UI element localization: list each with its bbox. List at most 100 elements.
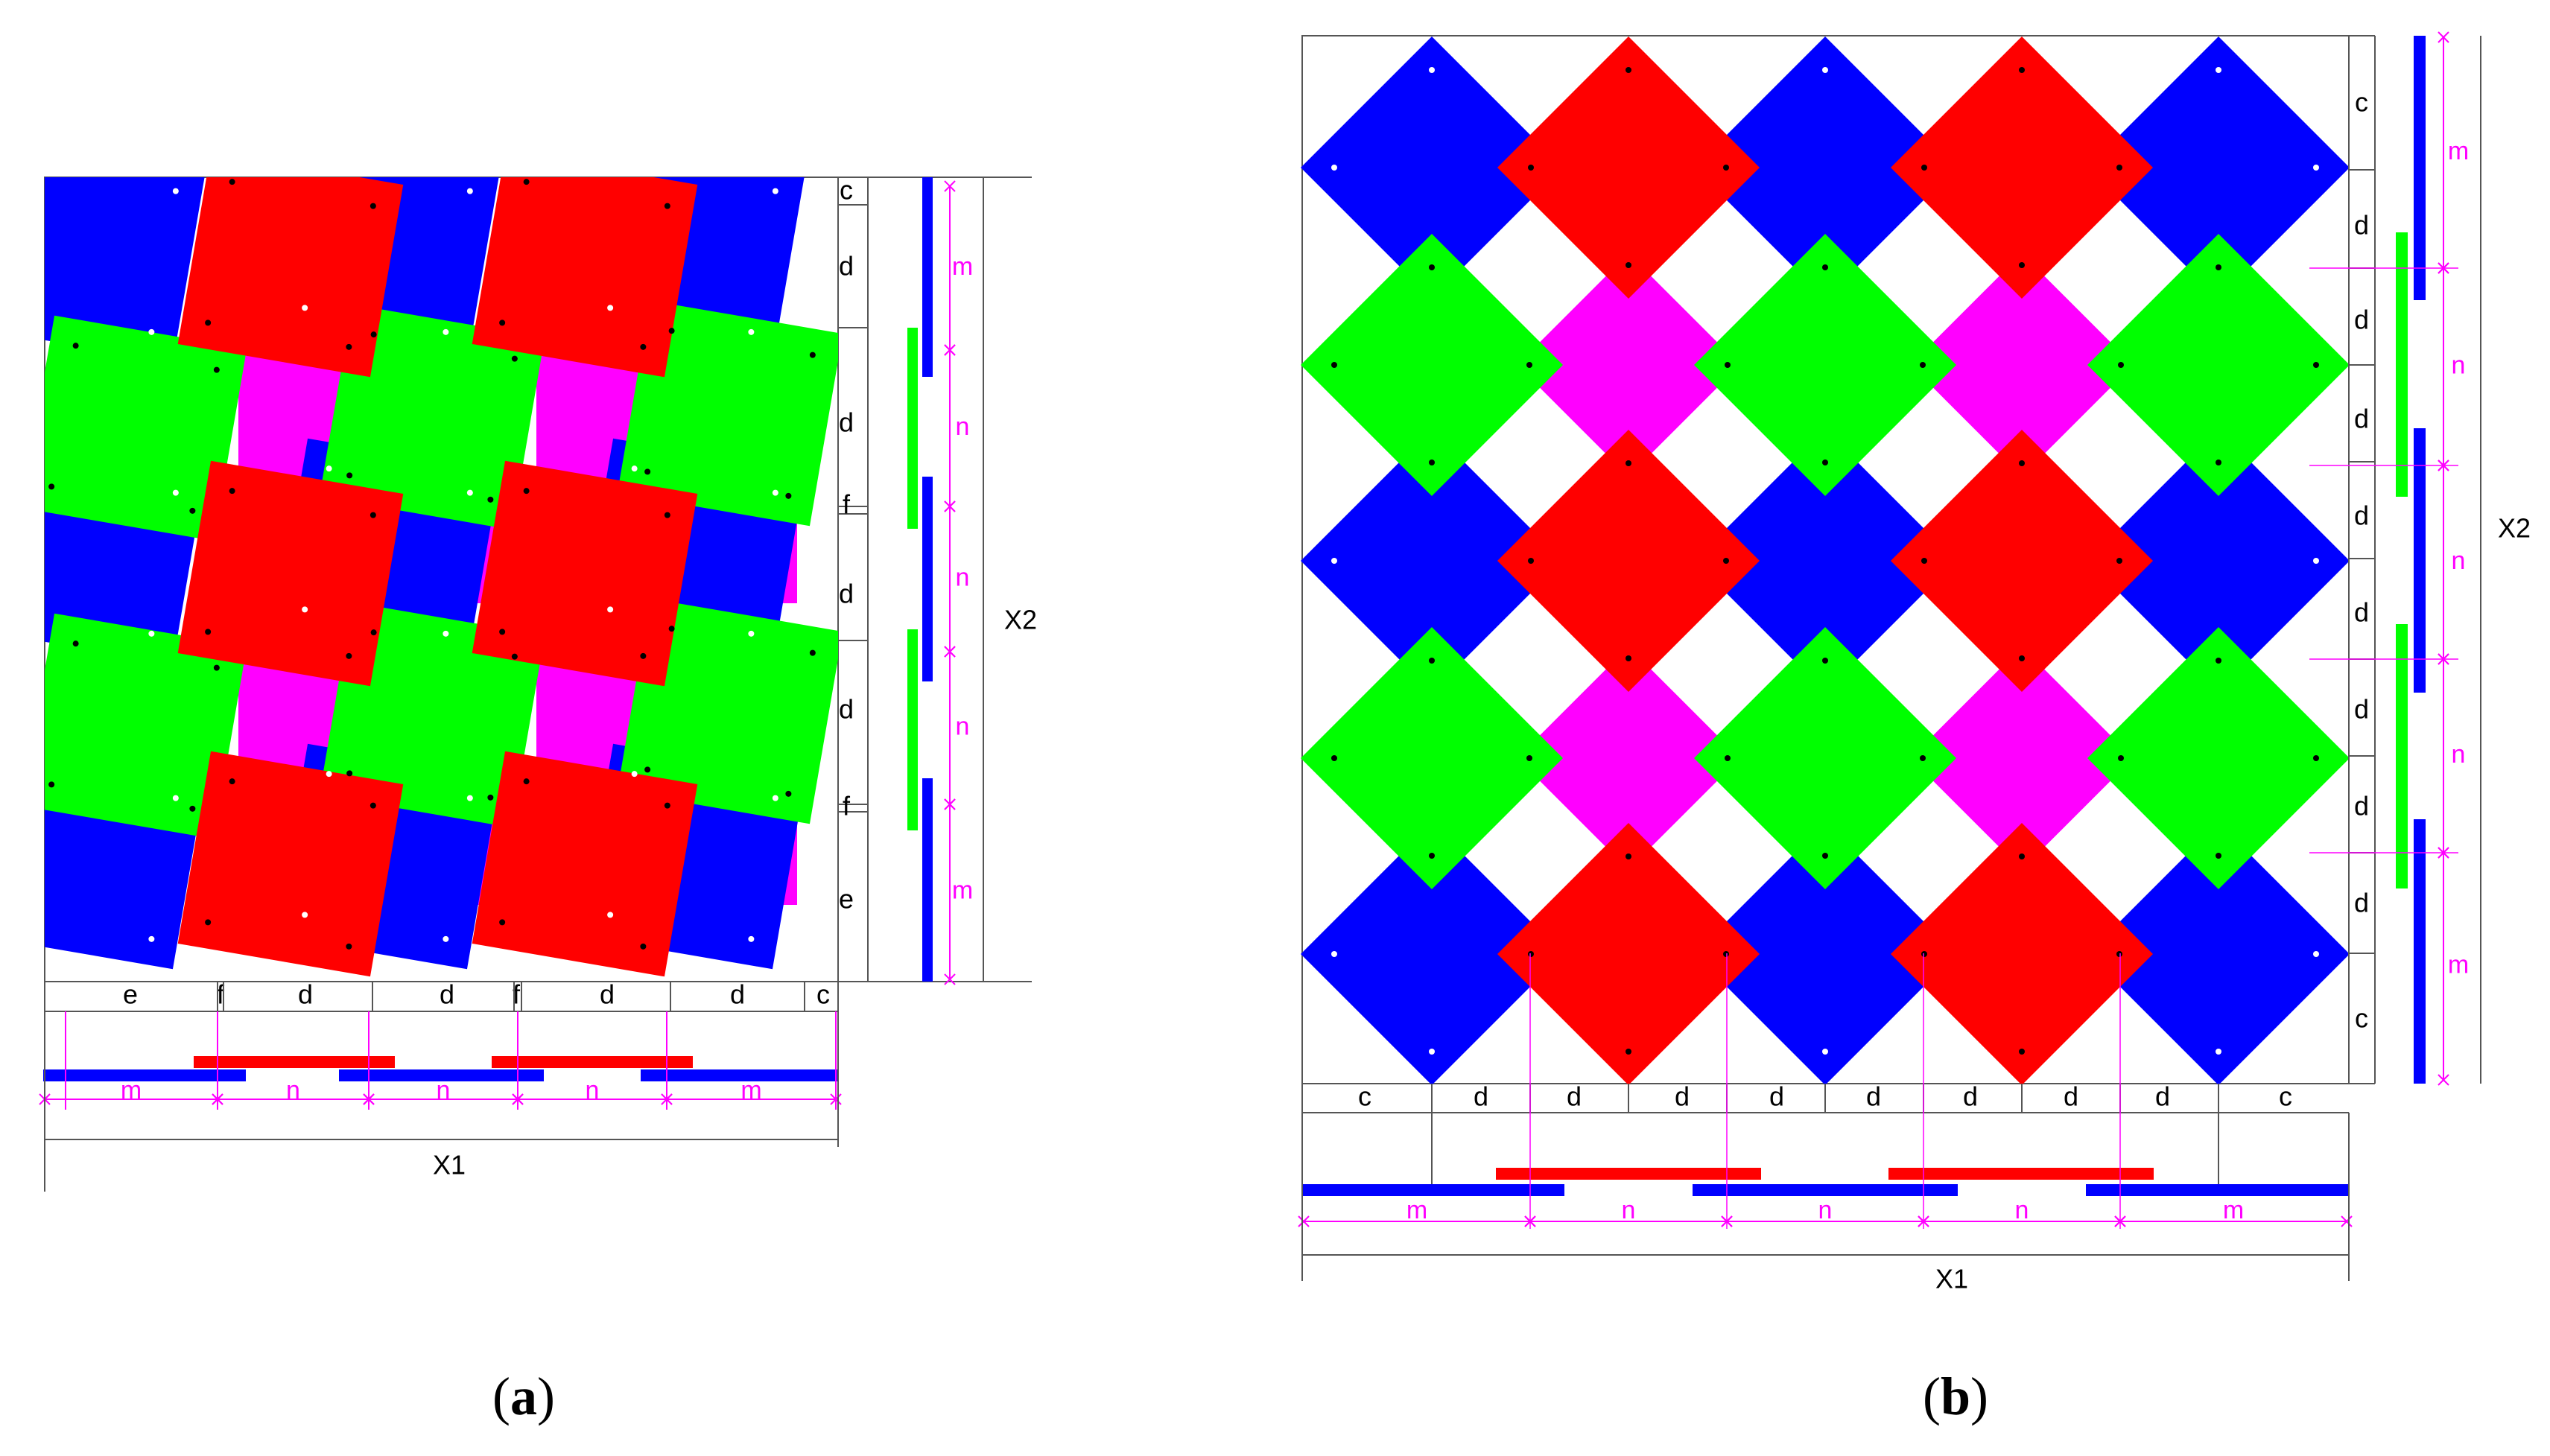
right-dim-n: n: [956, 712, 970, 740]
marker-dot: [2216, 658, 2221, 664]
marker-dot: [631, 771, 638, 778]
marker-dot: [607, 912, 614, 918]
right-label-d: d: [2354, 791, 2369, 821]
red-diamond: [1497, 36, 1760, 299]
caption-paren: (: [1923, 1367, 1941, 1426]
marker-dot: [31, 771, 38, 778]
marker-dot: [205, 320, 212, 326]
marker-dot: [1822, 658, 1828, 664]
marker-dot: [1822, 853, 1828, 859]
marker-dot: [302, 305, 308, 311]
marker-dot: [72, 640, 79, 647]
marker-dot: [1626, 262, 1631, 268]
marker-dot: [205, 629, 212, 635]
marker-dot: [326, 465, 332, 472]
marker-dot: [2313, 951, 2319, 957]
bottom-label-d: d: [600, 979, 615, 1010]
bottom-label-d: d: [2155, 1081, 2170, 1112]
marker-dot: [172, 795, 179, 801]
marker-dot: [370, 802, 376, 809]
marker-dot: [2019, 853, 2025, 859]
bottom-label-d: d: [1769, 1081, 1784, 1112]
marker-dot: [346, 770, 353, 777]
magenta-diamond: [1910, 646, 2134, 870]
bottom-dim-m: m: [1406, 1196, 1427, 1224]
marker-dot: [1429, 264, 1435, 270]
bottom-dim-m: m: [2223, 1196, 2244, 1224]
marker-dot: [1921, 165, 1927, 171]
marker-dot: [370, 331, 377, 338]
marker-dot: [785, 492, 792, 499]
marker-dot: [189, 507, 196, 514]
marker-dot: [189, 805, 196, 812]
marker-dot: [1528, 165, 1534, 171]
marker-dot: [2216, 853, 2221, 859]
bottom-dim-n: n: [1622, 1196, 1636, 1224]
right-dim-n: n: [2452, 547, 2466, 575]
marker-dot: [148, 935, 155, 942]
blue-bar: [2414, 36, 2426, 300]
bottom-label-c: c: [2279, 1081, 2292, 1112]
marker-dot: [640, 343, 647, 350]
marker-dot: [631, 164, 638, 171]
marker-dot: [511, 355, 518, 362]
marker-dot: [2313, 362, 2319, 368]
panel-a-x2-label: X2: [1004, 605, 1037, 635]
blue-diamond: [1301, 36, 1563, 299]
bottom-label-d: d: [1963, 1081, 1978, 1112]
blue-bar: [922, 477, 933, 681]
marker-dot: [466, 795, 473, 801]
marker-dot: [607, 305, 614, 311]
green-tile: [45, 613, 247, 839]
panel-b-caption: (b): [1923, 1367, 1988, 1426]
marker-dot: [2019, 262, 2025, 268]
marker-dot: [1528, 951, 1534, 957]
bottom-dim-n: n: [1818, 1196, 1833, 1224]
dimension-tick: [2438, 31, 2449, 43]
marker-dot: [302, 912, 308, 918]
marker-dot: [1626, 67, 1631, 73]
blue-diamond: [1301, 823, 1563, 1085]
marker-dot: [664, 512, 670, 518]
green-bar: [907, 328, 918, 529]
right-label-d: d: [2354, 500, 2369, 531]
blue-diamond: [1694, 823, 1956, 1085]
bottom-label-c: c: [816, 979, 830, 1010]
dimension-tick: [944, 646, 956, 658]
red-tile: [177, 751, 404, 977]
dimension-tick: [944, 798, 956, 810]
red-diamond: [1891, 430, 2153, 692]
marker-dot: [2118, 755, 2124, 761]
tile-layer-a: [45, 177, 838, 977]
right-label-d: d: [839, 579, 854, 609]
red-tile: [472, 751, 698, 977]
right-label-c: c: [2355, 1003, 2368, 1034]
marker-dot: [326, 771, 332, 778]
marker-dot: [1528, 558, 1534, 564]
marker-dot: [1723, 558, 1729, 564]
marker-dot: [631, 465, 638, 472]
marker-dot: [2019, 67, 2025, 73]
marker-dot: [1920, 755, 1926, 761]
caption-paren: (: [492, 1367, 510, 1426]
dimension-tick: [1298, 1215, 1310, 1227]
dimension-tick: [944, 344, 956, 356]
marker-dot: [326, 164, 332, 171]
blue-bar: [922, 778, 933, 982]
marker-dot: [346, 943, 352, 950]
marker-dot: [213, 664, 220, 671]
bottom-label-d: d: [298, 979, 313, 1010]
marker-dot: [2019, 460, 2025, 466]
green-tile: [319, 304, 545, 530]
marker-dot: [213, 366, 220, 373]
marker-dot: [1429, 67, 1435, 73]
marker-dot: [2216, 460, 2221, 465]
green-bar: [907, 629, 918, 830]
marker-dot: [1626, 1049, 1631, 1055]
green-diamond: [1301, 627, 1563, 889]
marker-dot: [748, 935, 755, 942]
marker-dot: [809, 352, 816, 358]
blue-diamond: [1694, 36, 1956, 299]
marker-dot: [302, 606, 308, 613]
red-diamond: [1891, 36, 2153, 299]
